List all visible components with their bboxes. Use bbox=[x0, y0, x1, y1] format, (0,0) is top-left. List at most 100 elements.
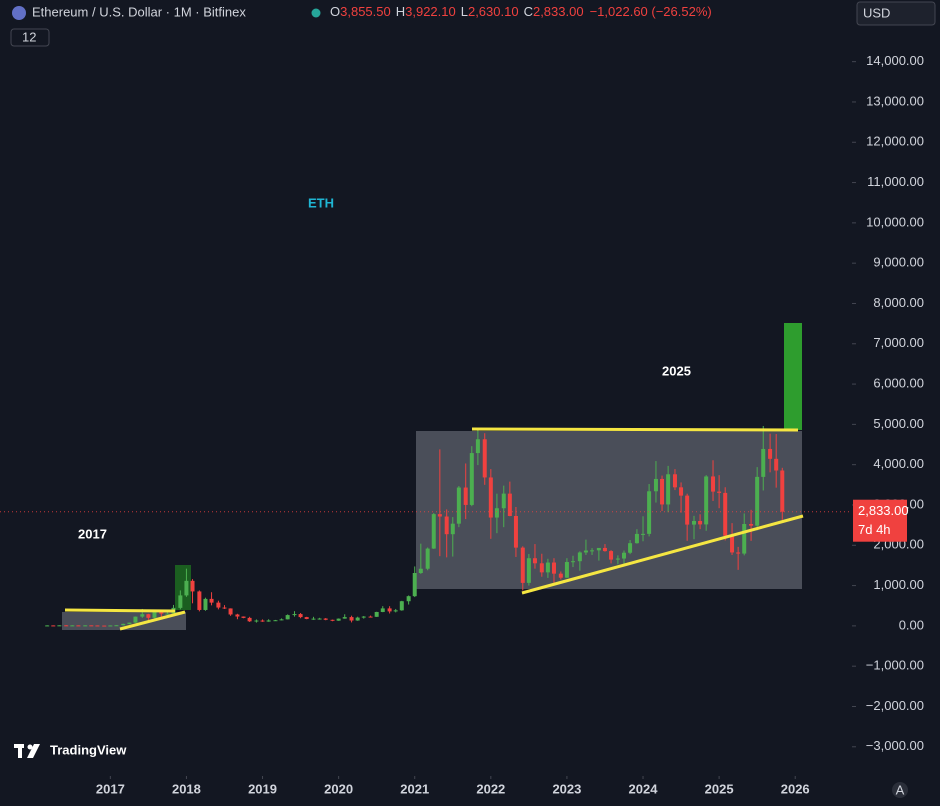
candle-body bbox=[520, 547, 525, 583]
candle-body bbox=[323, 618, 328, 620]
candle-body bbox=[51, 625, 56, 627]
candle-body bbox=[564, 562, 569, 578]
y-tick-label: 6,000.00 bbox=[873, 376, 924, 391]
ohlc: O3,855.50 H3,922.10 L2,630.10 C2,833.00 −1,0… bbox=[330, 4, 712, 19]
candle-body bbox=[679, 487, 684, 496]
trendlines bbox=[64, 427, 804, 631]
candle-body bbox=[698, 520, 703, 525]
candle-body bbox=[545, 562, 550, 573]
candle-body bbox=[577, 552, 582, 562]
candle-body bbox=[342, 617, 347, 619]
last-price-box bbox=[853, 499, 907, 542]
candle-body bbox=[692, 520, 697, 525]
y-tick-label: 11,000.00 bbox=[867, 174, 924, 189]
y-tick-label: 14,000.00 bbox=[866, 53, 924, 68]
candle-body bbox=[355, 617, 360, 621]
annotation: ETH bbox=[308, 195, 334, 210]
candle-body bbox=[780, 470, 785, 512]
y-tick-label: 0.00 bbox=[899, 617, 924, 632]
candle-body bbox=[653, 478, 658, 492]
candle-body bbox=[260, 620, 265, 622]
open: 3,855.50 bbox=[340, 4, 391, 19]
candle-body bbox=[628, 543, 633, 553]
candle-body bbox=[197, 591, 202, 610]
candle-body bbox=[70, 625, 75, 627]
y-tick-label: 9,000.00 bbox=[873, 255, 924, 270]
candle-body bbox=[254, 620, 259, 622]
y-tick-label: 8,000.00 bbox=[873, 295, 924, 310]
candle-body bbox=[184, 580, 189, 596]
candle-body bbox=[393, 610, 398, 612]
x-tick-label: 2022 bbox=[476, 781, 505, 796]
x-tick-label: 2025 bbox=[705, 781, 734, 796]
candle-body bbox=[108, 625, 113, 627]
candle-body bbox=[216, 602, 221, 608]
candle-body bbox=[647, 491, 652, 534]
candle-body bbox=[235, 614, 240, 617]
candle-body bbox=[539, 563, 544, 573]
high: 3,922.10 bbox=[405, 4, 456, 19]
x-tick-label: 2024 bbox=[629, 781, 659, 796]
h-label: H bbox=[396, 4, 405, 19]
candle-body bbox=[532, 558, 537, 564]
candle-body bbox=[349, 617, 354, 621]
candle-body bbox=[133, 616, 138, 623]
candle-body bbox=[583, 550, 588, 553]
candle-body bbox=[83, 625, 88, 627]
currency-select[interactable] bbox=[856, 1, 936, 26]
x-tick-label: 2026 bbox=[781, 781, 810, 796]
candle-body bbox=[102, 625, 107, 627]
candle-body bbox=[203, 598, 208, 610]
c-label: C bbox=[524, 4, 533, 19]
candle-body bbox=[146, 614, 151, 618]
candle-body bbox=[76, 625, 81, 627]
y-tick-label: 12,000.00 bbox=[866, 134, 924, 149]
auto-scale[interactable] bbox=[892, 782, 908, 798]
candle-body bbox=[412, 573, 417, 597]
candle-body bbox=[374, 611, 379, 617]
candle-body bbox=[279, 619, 284, 621]
candle-body bbox=[749, 524, 754, 526]
candle-body bbox=[469, 453, 474, 505]
candle-body bbox=[615, 558, 620, 560]
candle-body bbox=[742, 524, 747, 554]
y-tick-label: −1,000.00 bbox=[866, 658, 924, 673]
candles bbox=[45, 425, 785, 627]
annotation: 2017 bbox=[78, 526, 107, 541]
candle-body bbox=[641, 533, 646, 535]
candle-body bbox=[45, 625, 50, 627]
candle-body bbox=[387, 608, 392, 612]
candle-body bbox=[621, 552, 626, 559]
x-tick-label: 2020 bbox=[324, 781, 353, 796]
y-tick-label: 1,000.00 bbox=[873, 577, 924, 592]
indicators-toggle[interactable] bbox=[10, 28, 50, 47]
candle-body bbox=[526, 558, 531, 583]
candle-body bbox=[488, 477, 493, 518]
brand: TradingView bbox=[50, 742, 127, 757]
candle-body bbox=[336, 618, 341, 621]
candle-body bbox=[114, 625, 119, 627]
trendline bbox=[64, 608, 176, 613]
candle-body bbox=[64, 625, 69, 627]
currency: USD bbox=[863, 5, 890, 20]
candle-body bbox=[755, 476, 760, 526]
candle-body bbox=[57, 625, 62, 627]
y-tick-label: 10,000.00 bbox=[866, 214, 924, 229]
candle-body bbox=[704, 476, 709, 525]
candle-body bbox=[304, 617, 309, 619]
candle-body bbox=[761, 448, 766, 477]
y-tick-label: 5,000.00 bbox=[873, 416, 924, 431]
candle-body bbox=[266, 620, 271, 622]
x-tick-label: 2021 bbox=[400, 781, 429, 796]
candle-body bbox=[121, 623, 126, 626]
candle-body bbox=[602, 547, 607, 552]
o-label: O bbox=[330, 4, 340, 19]
y-tick-label: −3,000.00 bbox=[866, 738, 924, 753]
candle-body bbox=[768, 448, 773, 459]
candle-body bbox=[368, 616, 373, 618]
candle-body bbox=[685, 495, 690, 525]
trendline bbox=[471, 427, 799, 432]
candle-body bbox=[456, 487, 461, 524]
